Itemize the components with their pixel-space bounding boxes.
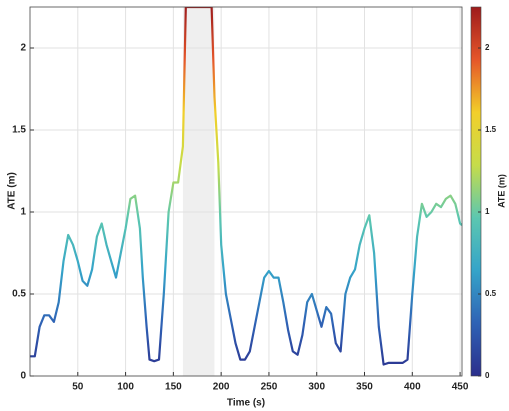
x-tick-label: 250 bbox=[261, 382, 278, 393]
x-tick-label: 400 bbox=[404, 382, 421, 393]
colorbar-tick-label: 2 bbox=[485, 43, 490, 52]
x-axis-label: Time (s) bbox=[227, 398, 265, 409]
ate-line bbox=[30, 7, 462, 366]
colorbar-tick-label: 1.5 bbox=[485, 125, 497, 134]
x-tick-label: 100 bbox=[117, 382, 134, 393]
x-tick-label: 300 bbox=[308, 382, 325, 393]
y-tick-label: 0.5 bbox=[12, 289, 26, 300]
colorbar-tick-label: 0 bbox=[485, 371, 490, 380]
plot-frame bbox=[29, 6, 463, 377]
x-tick-label: 50 bbox=[72, 382, 84, 393]
y-tick-label: 1 bbox=[20, 207, 26, 218]
colorbar-tick-label: 1 bbox=[485, 207, 490, 216]
y-tick-label: 1.5 bbox=[12, 125, 26, 136]
x-tick-label: 450 bbox=[452, 382, 469, 393]
x-tick-label: 350 bbox=[356, 382, 373, 393]
y-axis-label: ATE (m) bbox=[7, 172, 18, 210]
y-tick-label: 0 bbox=[20, 371, 26, 382]
shaded-region bbox=[182, 7, 215, 376]
x-tick-label: 150 bbox=[165, 382, 182, 393]
colorbar-tick-label: 0.5 bbox=[485, 289, 497, 298]
x-tick-label: 200 bbox=[213, 382, 230, 393]
colorbar bbox=[470, 6, 482, 377]
colorbar-label: ATE (m) bbox=[496, 174, 506, 208]
y-tick-label: 2 bbox=[20, 43, 26, 54]
